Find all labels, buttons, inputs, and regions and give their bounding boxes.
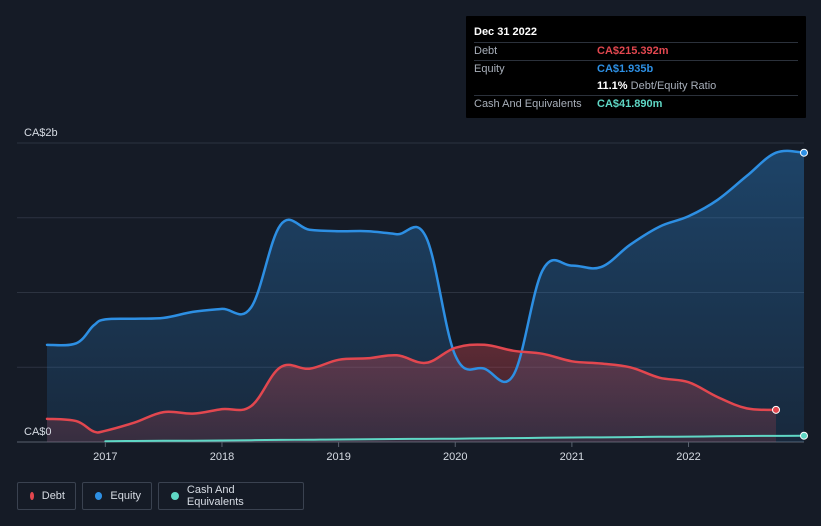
tooltip-ratio-row: 11.1% Debt/Equity Ratio <box>474 78 798 95</box>
x-tick-label-2017: 2017 <box>93 451 117 463</box>
legend-equity[interactable]: Equity <box>82 482 152 510</box>
legend-equity-label: Equity <box>110 490 141 502</box>
tooltip-cash-row: Cash And Equivalents CA$41.890m <box>474 95 798 113</box>
x-tick-label-2018: 2018 <box>210 451 234 463</box>
tooltip-ratio-value: 11.1% <box>597 80 628 92</box>
y-tick-label-bottom: CA$0 <box>24 426 52 438</box>
tooltip-cash-value: CA$41.890m <box>597 98 663 110</box>
area-debt <box>47 344 777 442</box>
series-areas <box>47 150 804 443</box>
tooltip-debt-label: Debt <box>474 45 498 57</box>
data-tooltip: Dec 31 2022 Debt CA$215.392m Equity CA$1… <box>466 16 806 118</box>
line-equity <box>45 149 806 384</box>
tooltip-equity-row: Equity CA$1.935b <box>474 60 798 78</box>
endpoint-debt <box>772 405 781 414</box>
legend-equity-dot-icon <box>95 492 103 500</box>
endpoint-cash-and-equivalents <box>800 431 808 440</box>
line-debt <box>45 343 778 434</box>
x-tick-label-2020: 2020 <box>443 451 467 463</box>
x-tick-label-2021: 2021 <box>560 451 584 463</box>
tooltip-equity-value: CA$1.935b <box>597 63 654 75</box>
tooltip-debt-value: CA$215.392m <box>597 45 669 57</box>
y-tick-label-top: CA$2b <box>24 127 58 139</box>
legend-cash[interactable]: Cash And Equivalents <box>158 482 304 510</box>
tooltip-equity-label: Equity <box>474 63 505 75</box>
legend-cash-label: Cash And Equivalents <box>186 484 244 508</box>
x-tick-label-2019: 2019 <box>326 451 350 463</box>
series-lines <box>45 149 806 443</box>
tooltip-debt-row: Debt CA$215.392m <box>474 42 798 60</box>
tooltip-ratio-box: 11.1% Debt/Equity Ratio <box>597 78 716 95</box>
tooltip-ratio-label: Debt/Equity Ratio <box>630 80 717 92</box>
endpoint-equity <box>800 148 808 157</box>
tooltip-date: Dec 31 2022 <box>474 26 537 38</box>
x-axis-ticks: 2017 2018 2019 2020 2021 2022 <box>93 442 701 463</box>
legend-debt[interactable]: Debt <box>17 482 76 510</box>
x-tick-label-2022: 2022 <box>676 451 700 463</box>
legend-debt-label: Debt <box>41 490 65 502</box>
line-cash-and-equivalents <box>104 434 805 443</box>
series-endpoints <box>772 148 808 440</box>
legend-cash-dot-icon <box>171 492 179 500</box>
legend-debt-dot-icon <box>30 492 34 500</box>
tooltip-cash-label: Cash And Equivalents <box>474 98 582 110</box>
